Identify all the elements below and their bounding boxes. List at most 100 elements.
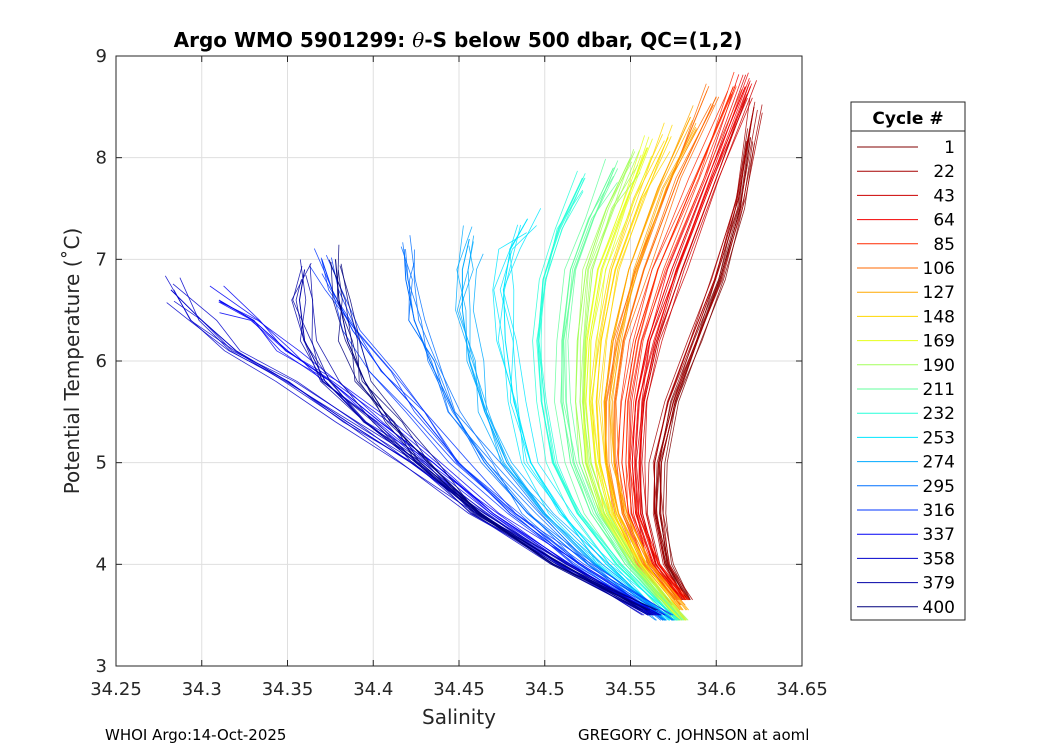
y-tick-label: 9	[96, 46, 107, 67]
series-line-profile	[627, 86, 737, 601]
series-line-profile	[313, 248, 654, 616]
series-line-profile	[223, 285, 662, 616]
series-line-profile	[628, 89, 743, 601]
series-line-profile	[590, 122, 680, 621]
legend-entry: 106	[857, 259, 955, 279]
legend-entry: 358	[857, 549, 955, 569]
series-190	[575, 148, 689, 621]
chart-title: Argo WMO 5901299: θ-S below 500 dbar, QC…	[174, 28, 743, 52]
series-line-profile	[299, 259, 651, 616]
legend-label: 169	[923, 332, 955, 352]
series-22	[647, 97, 763, 601]
x-tick-label: 34.6	[696, 679, 736, 700]
x-tick-label: 34.55	[605, 679, 657, 700]
series-line-profile	[560, 175, 676, 621]
legend-label: 337	[923, 525, 955, 545]
legend-label: 211	[923, 380, 955, 400]
series-line-profile	[603, 119, 693, 611]
legend-label: 64	[933, 211, 955, 231]
legend-title: Cycle #	[872, 109, 943, 129]
series-line-profile	[639, 77, 750, 601]
series-253	[492, 208, 681, 621]
legend-entry: 316	[857, 501, 955, 521]
series-line-profile	[337, 269, 650, 611]
legend-label: 22	[933, 162, 955, 182]
series-line	[585, 147, 681, 621]
series-line-profile	[660, 112, 763, 601]
series-295	[400, 235, 674, 621]
series-line-profile	[458, 245, 674, 621]
series-line	[595, 137, 683, 621]
legend-entry: 169	[857, 332, 955, 352]
series-line-profile	[598, 136, 685, 621]
legend-entry: 43	[857, 186, 955, 206]
y-tick-label: 7	[96, 249, 107, 270]
series-line-profile	[588, 138, 682, 621]
legend-entry: 190	[857, 356, 955, 376]
legend: Cycle # 1 22 43 64 85 106 127 148 169 190 211 232 25…	[850, 101, 966, 621]
footer-right: GREGORY C. JOHNSON at aoml	[578, 726, 809, 744]
series-line-profile	[567, 160, 684, 621]
legend-entry: 337	[857, 525, 955, 545]
series-line-profile	[408, 262, 662, 621]
series-line	[614, 96, 717, 606]
series-line-profile	[320, 257, 661, 616]
series-line-profile	[659, 126, 751, 601]
series-line-profile	[405, 249, 656, 621]
legend-label: 232	[923, 404, 955, 424]
tick-marks	[115, 55, 803, 667]
title-suffix: -S below 500 dbar, QC=(1,2)	[424, 28, 742, 52]
legend-label: 400	[923, 598, 955, 618]
legend-label: 295	[923, 477, 955, 497]
legend-entry: 1	[857, 138, 955, 158]
legend-entry: 400	[857, 598, 955, 618]
legend-entry: 295	[857, 477, 955, 497]
series-line-profile	[179, 277, 662, 616]
series-line-profile	[644, 80, 757, 601]
legend-label: 85	[933, 235, 955, 255]
series-line-profile	[562, 166, 683, 621]
series-line-profile	[665, 141, 754, 601]
series-line-profile	[538, 173, 678, 621]
series-line-profile	[309, 264, 655, 616]
legend-label: 1	[944, 138, 955, 158]
series-line-profile	[493, 224, 669, 621]
series-line-profile	[592, 155, 685, 621]
series-line-profile	[608, 126, 697, 611]
legend-entry: 148	[857, 307, 955, 327]
series-line-profile	[492, 232, 664, 621]
series-line	[604, 116, 691, 611]
series-line-profile	[456, 226, 673, 621]
legend-label: 148	[923, 307, 955, 327]
legend-label: 106	[923, 259, 955, 279]
series-line-profile	[455, 225, 657, 621]
series-line-profile	[409, 235, 674, 621]
x-tick-labels: 34.25 34.3 34.35 34.4 34.45 34.5 34.55 34.6 34.6…	[90, 679, 828, 700]
legend-entry: 232	[857, 404, 955, 424]
series-line-profile	[565, 182, 680, 621]
legend-label: 190	[923, 356, 955, 376]
legend-label: 253	[923, 428, 955, 448]
x-tick-label: 34.45	[433, 679, 485, 700]
x-tick-label: 34.25	[90, 679, 142, 700]
x-tick-label: 34.4	[353, 679, 393, 700]
x-tick-label: 34.65	[776, 679, 828, 700]
y-tick-labels: 3 4 5 6 7 8 9	[96, 46, 107, 677]
legend-entries: 1 22 43 64 85 106 127 148 169 190 211 232 253 274 295 3…	[857, 138, 955, 618]
y-tick-label: 3	[96, 656, 107, 677]
legend-box	[850, 101, 966, 621]
y-tick-label: 4	[96, 554, 107, 575]
series-line-profile	[625, 71, 735, 601]
legend-entry: 64	[857, 211, 955, 231]
series-line-profile	[647, 97, 751, 601]
series-line-profile	[536, 189, 675, 621]
legend-label: 43	[933, 186, 955, 206]
series-line-profile	[652, 101, 756, 601]
legend-entry: 22	[857, 162, 955, 182]
legend-entry: 253	[857, 428, 955, 448]
title-theta: θ	[412, 28, 424, 52]
legend-entry: 127	[857, 283, 955, 303]
legend-entry: 274	[857, 453, 955, 473]
y-tick-label: 5	[96, 453, 107, 474]
